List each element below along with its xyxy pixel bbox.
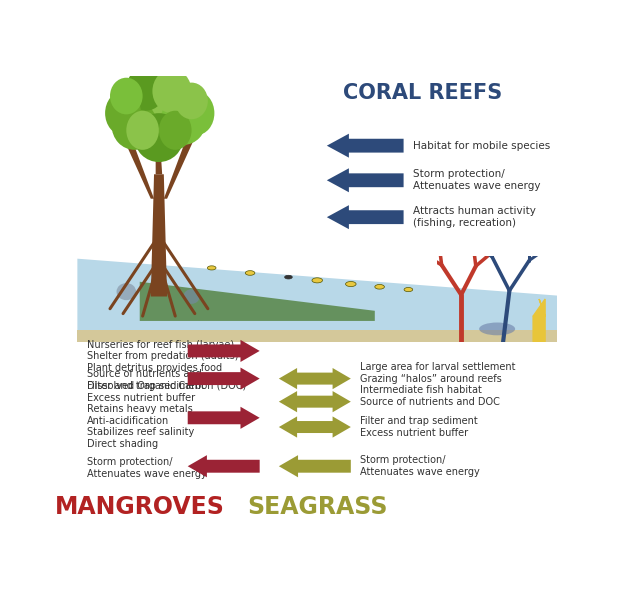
Polygon shape	[327, 134, 404, 158]
Polygon shape	[279, 391, 351, 412]
Text: Attracts human activity
(fishing, recreation): Attracts human activity (fishing, recrea…	[413, 207, 536, 228]
Polygon shape	[77, 330, 557, 341]
Text: Filter and trap sediment
Excess nutrient buffer: Filter and trap sediment Excess nutrient…	[360, 416, 478, 438]
Text: Storm protection/
Attenuates wave energy: Storm protection/ Attenuates wave energy	[360, 455, 480, 477]
Ellipse shape	[285, 276, 292, 279]
Text: Nurseries for reef fish (larvae)
Shelter from predation (adults)
Plant detritus : Nurseries for reef fish (larvae) Shelter…	[87, 340, 238, 373]
Ellipse shape	[312, 278, 322, 283]
Ellipse shape	[207, 266, 216, 270]
Polygon shape	[279, 416, 351, 438]
Polygon shape	[140, 282, 375, 321]
Text: SEAGRASS: SEAGRASS	[247, 495, 387, 519]
Polygon shape	[327, 205, 404, 229]
Polygon shape	[279, 368, 351, 389]
Polygon shape	[188, 340, 260, 362]
Text: CORAL REEFS: CORAL REEFS	[343, 83, 503, 104]
Text: Source of nutrients and DOC: Source of nutrients and DOC	[360, 397, 500, 407]
Text: Filter and trap sediment
Excess nutrient buffer
Retains heavy metals
Anti-acidif: Filter and trap sediment Excess nutrient…	[87, 381, 205, 449]
Ellipse shape	[245, 271, 255, 276]
Polygon shape	[279, 455, 351, 477]
Text: Storm protection/
Attenuates wave energy: Storm protection/ Attenuates wave energy	[87, 457, 207, 479]
Text: MANGROVES: MANGROVES	[55, 495, 225, 519]
Text: Storm protection/
Attenuates wave energy: Storm protection/ Attenuates wave energy	[413, 170, 540, 191]
Polygon shape	[327, 168, 404, 192]
Polygon shape	[188, 368, 260, 390]
Polygon shape	[188, 455, 260, 477]
Ellipse shape	[404, 288, 413, 292]
Ellipse shape	[345, 282, 356, 286]
Text: Large area for larval settlement
Grazing “halos” around reefs
Intermediate fish : Large area for larval settlement Grazing…	[360, 362, 516, 395]
Text: Source of nutrients and
Dissolved Organic Carbon (DOC): Source of nutrients and Dissolved Organi…	[87, 370, 246, 391]
Polygon shape	[77, 259, 557, 330]
Text: Habitat for mobile species: Habitat for mobile species	[413, 141, 550, 151]
Ellipse shape	[375, 285, 384, 289]
Polygon shape	[188, 407, 260, 429]
